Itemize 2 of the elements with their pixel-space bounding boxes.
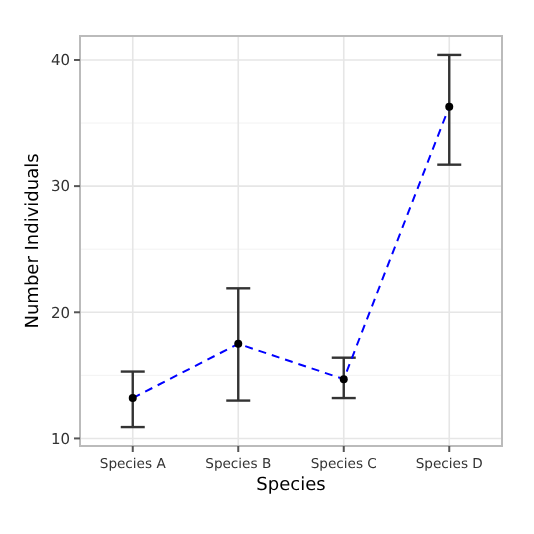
x-axis-title: Species <box>256 476 327 496</box>
y-axis-title: Number Individuals <box>24 152 44 329</box>
